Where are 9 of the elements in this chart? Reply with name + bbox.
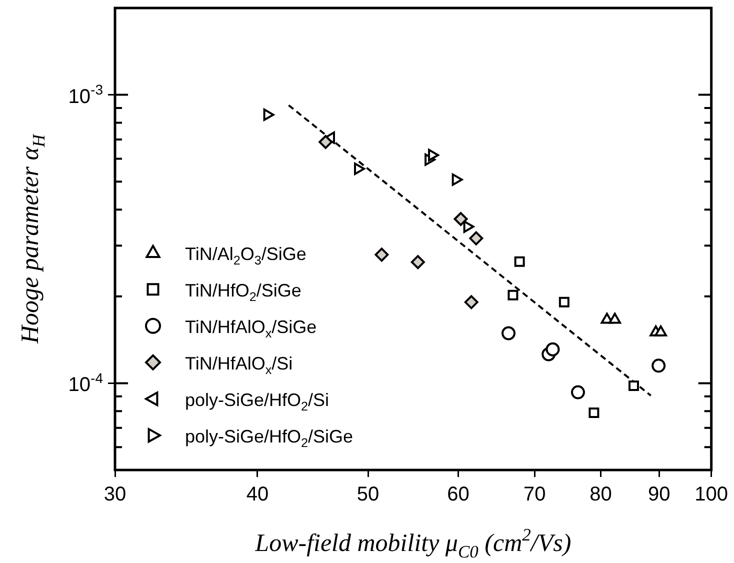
x-tick-label: 70 <box>524 484 546 506</box>
x-tick-label: 40 <box>246 484 269 506</box>
x-tick-label: 30 <box>104 484 126 506</box>
y-axis-title: Hooge parameter αH <box>17 133 48 345</box>
x-tick-label: 90 <box>648 484 670 506</box>
x-tick-label: 100 <box>694 484 728 506</box>
x-tick-label: 60 <box>447 484 470 506</box>
x-tick-label: 80 <box>590 484 612 506</box>
x-tick-label: 50 <box>356 484 380 506</box>
